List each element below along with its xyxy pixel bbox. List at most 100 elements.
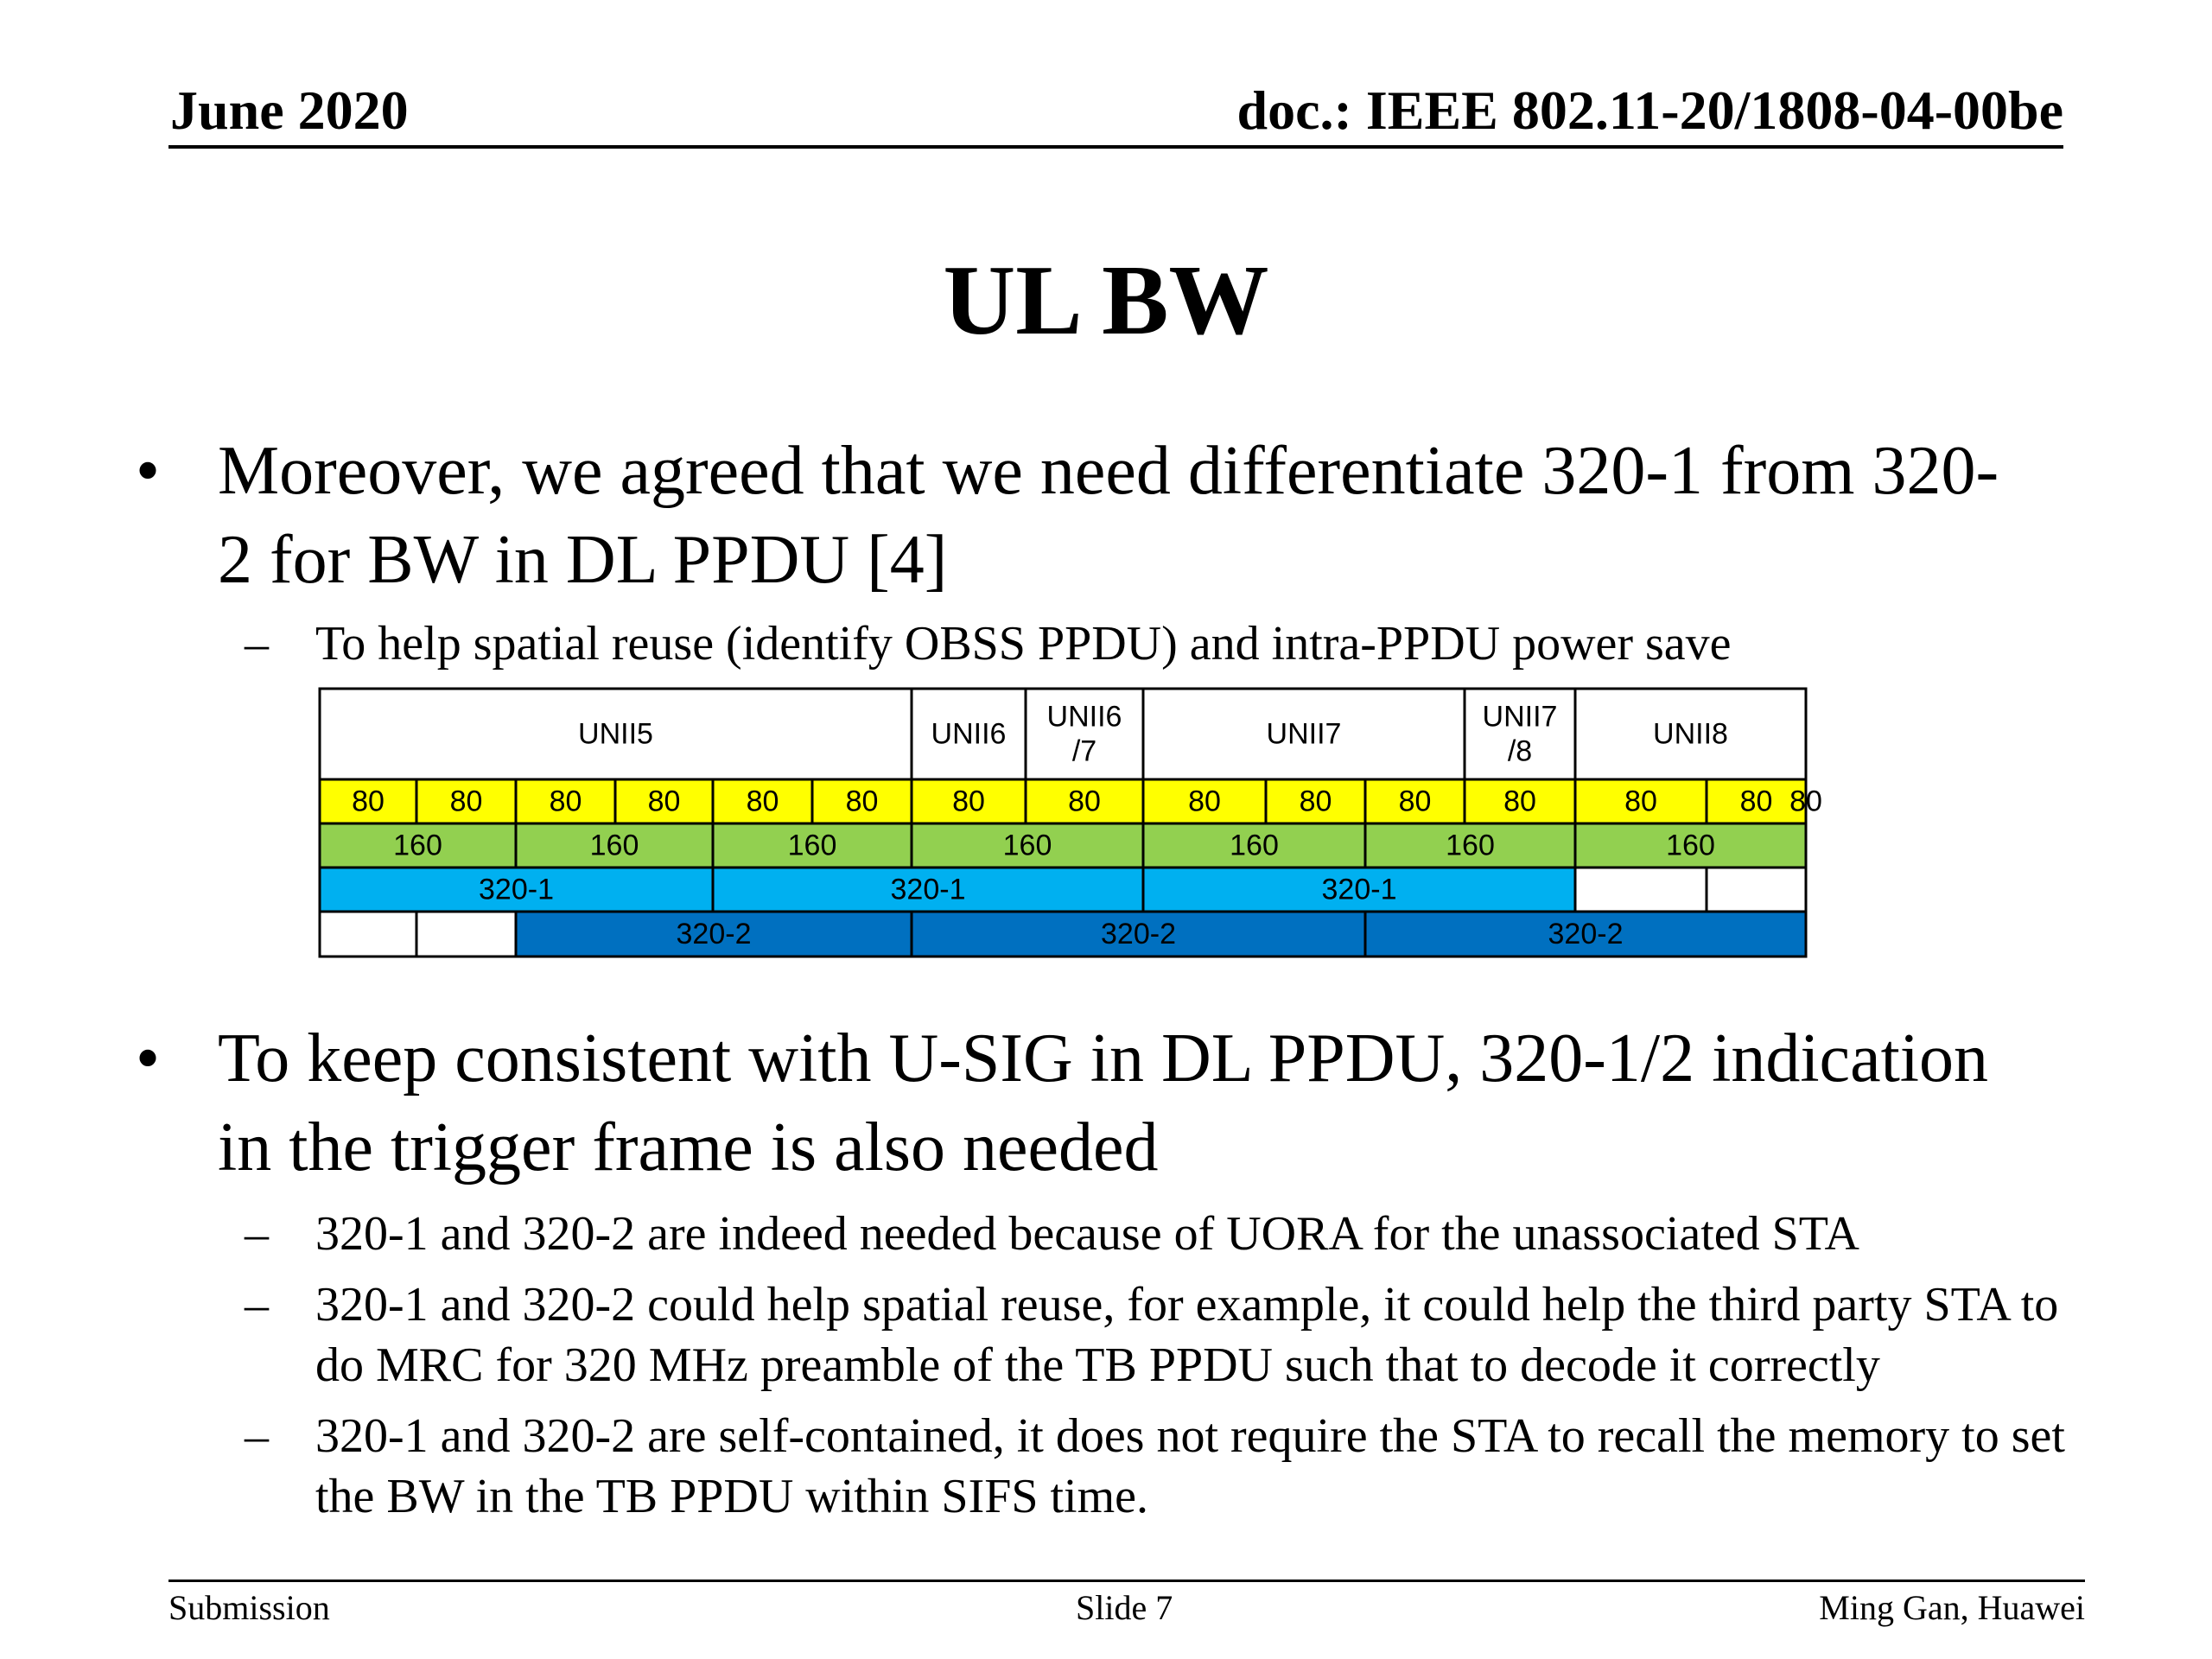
ch160-label-7: 160 xyxy=(1666,830,1715,862)
header-doc-id: doc.: IEEE 802.11-20/1808-04-00be xyxy=(1236,79,2063,141)
ch320-1-label-1: 320-1 xyxy=(479,874,554,906)
sub-dash: – xyxy=(245,1207,269,1261)
ch160-cell-4 xyxy=(910,822,1145,869)
ch80-label-15: 80 xyxy=(1789,785,1822,818)
ch80-cell-4 xyxy=(613,778,715,825)
ch320-2-cell-2 xyxy=(415,910,518,958)
ch320-2-label-3: 320-2 xyxy=(677,918,752,950)
footer-left: Submission xyxy=(168,1588,330,1627)
bullet-2-sub-2-line-2: do MRC for 320 MHz preamble of the TB PP… xyxy=(315,1338,1880,1392)
unii-cell-4 xyxy=(1141,687,1466,781)
ch80-cell-9 xyxy=(1141,778,1268,825)
ch320-1-cell-5 xyxy=(1705,866,1808,913)
ch320-2-cell-3 xyxy=(514,910,913,958)
ch80-label-3: 80 xyxy=(550,785,582,818)
ch80-label-13: 80 xyxy=(1624,785,1657,818)
unii-label-6: UNII8 xyxy=(1653,718,1728,751)
bullet-2-line-2: in the trigger frame is also needed xyxy=(218,1109,1159,1185)
ch160-label-4: 160 xyxy=(1003,830,1052,862)
bullet-2-sub-2: – 320-1 and 320-2 could help spatial reu… xyxy=(245,1274,2212,1395)
unii-cell-3 xyxy=(1024,687,1145,781)
ch160-label-2: 160 xyxy=(590,830,639,862)
ch80-label-9: 80 xyxy=(1188,785,1221,818)
sub-dash: – xyxy=(245,1278,269,1332)
ch80-label-14: 80 xyxy=(1740,785,1773,818)
unii-label-5-line-2: /8 xyxy=(1508,735,1532,768)
bullet-dot: • xyxy=(136,433,161,509)
ch320-1-cell-2 xyxy=(711,866,1145,913)
ch160-cell-7 xyxy=(1573,822,1808,869)
slide-title: UL BW xyxy=(943,245,1269,356)
unii-cell-1 xyxy=(318,687,913,781)
ch320-2-label-5: 320-2 xyxy=(1548,918,1624,950)
unii-cell-5 xyxy=(1463,687,1577,781)
ch80-label-11: 80 xyxy=(1399,785,1432,818)
header-date: June 2020 xyxy=(170,79,409,141)
ch160-label-5: 160 xyxy=(1230,830,1279,862)
bullet-2-line-1: To keep consistent with U-SIG in DL PPDU… xyxy=(218,1020,1989,1096)
ch80-label-5: 80 xyxy=(747,785,779,818)
bullet-2-sub-1-line-1: 320-1 and 320-2 are indeed needed becaus… xyxy=(315,1207,1859,1261)
ch80-cell-11 xyxy=(1363,778,1466,825)
ch80-cell-13 xyxy=(1573,778,1708,825)
header-rule xyxy=(168,145,2063,149)
bullet-2: • To keep consistent with U-SIG in DL PP… xyxy=(136,1014,2205,1192)
ch80-cell-14 xyxy=(1705,778,1808,825)
ch320-1-cell-1 xyxy=(318,866,715,913)
unii-label-4: UNII7 xyxy=(1267,718,1342,751)
bullet-1-sub-1: – To help spatial reuse (identify OBSS P… xyxy=(245,613,2212,674)
footer-rule xyxy=(168,1580,2085,1582)
sub-dash: – xyxy=(245,617,269,671)
ch80-cell-6 xyxy=(810,778,913,825)
bullet-1: • Moreover, we agreed that we need diffe… xyxy=(136,427,2205,605)
unii-label-1: UNII5 xyxy=(578,718,653,751)
ch80-label-4: 80 xyxy=(648,785,681,818)
bullet-1-line-1: Moreover, we agreed that we need differe… xyxy=(218,433,1999,509)
unii-label-5-line-1: UNII7 xyxy=(1483,701,1558,734)
ch320-1-label-3: 320-1 xyxy=(1322,874,1397,906)
footer-author: Ming Gan, Huawei xyxy=(1819,1588,2085,1627)
bullet-2-sub-3: – 320-1 and 320-2 are self-contained, it… xyxy=(245,1406,2212,1527)
ch320-2-label-4: 320-2 xyxy=(1101,918,1176,950)
ch320-2-cell-4 xyxy=(910,910,1367,958)
ch80-cell-12 xyxy=(1463,778,1577,825)
ch320-1-label-2: 320-1 xyxy=(891,874,966,906)
unii-cell-2 xyxy=(910,687,1027,781)
unii-cell-6 xyxy=(1573,687,1808,781)
ch320-2-cell-1 xyxy=(318,910,418,958)
unii-label-3-line-2: /7 xyxy=(1072,735,1096,768)
ch320-1-cell-4 xyxy=(1573,866,1708,913)
ch80-label-10: 80 xyxy=(1300,785,1332,818)
ch160-label-1: 160 xyxy=(393,830,442,862)
ch160-cell-1 xyxy=(318,822,518,869)
unii-label-3-line-1: UNII6 xyxy=(1047,701,1122,734)
ch320-1-cell-3 xyxy=(1141,866,1577,913)
bullet-dot: • xyxy=(136,1020,161,1096)
ch80-cell-1 xyxy=(318,778,418,825)
ch80-label-8: 80 xyxy=(1068,785,1101,818)
footer-slide-number: Slide 7 xyxy=(1076,1588,1173,1627)
bullet-2-sub-1: – 320-1 and 320-2 are indeed needed beca… xyxy=(245,1204,2212,1264)
bullet-2-sub-3-line-1: 320-1 and 320-2 are self-contained, it d… xyxy=(315,1409,2065,1463)
ch80-cell-10 xyxy=(1264,778,1367,825)
bullet-2-sub-2-line-1: 320-1 and 320-2 could help spatial reuse… xyxy=(315,1278,2059,1332)
ch160-label-6: 160 xyxy=(1446,830,1495,862)
bullet-2-sub-3-line-2: the BW in the TB PPDU within SIFS time. xyxy=(315,1470,1149,1523)
ch80-label-6: 80 xyxy=(846,785,879,818)
ch80-cell-5 xyxy=(711,778,814,825)
ch160-cell-2 xyxy=(514,822,715,869)
ch160-cell-3 xyxy=(711,822,913,869)
bullet-1-line-2: 2 for BW in DL PPDU [4] xyxy=(218,522,948,598)
ch160-cell-6 xyxy=(1363,822,1577,869)
unii-label-2: UNII6 xyxy=(931,718,1007,751)
bullet-1-sub-1-line-1: To help spatial reuse (identify OBSS PPD… xyxy=(315,617,1732,671)
ch160-cell-5 xyxy=(1141,822,1367,869)
ch80-cell-2 xyxy=(415,778,518,825)
ch320-2-cell-5 xyxy=(1363,910,1808,958)
ch80-cell-3 xyxy=(514,778,617,825)
ch80-label-1: 80 xyxy=(352,785,385,818)
sub-dash: – xyxy=(245,1409,269,1463)
ch80-label-12: 80 xyxy=(1503,785,1536,818)
ch80-cell-7 xyxy=(910,778,1027,825)
ch160-label-3: 160 xyxy=(788,830,837,862)
